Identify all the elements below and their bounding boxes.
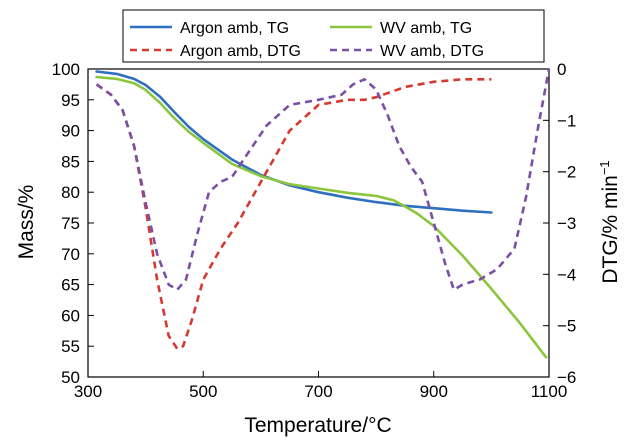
ticks: 300 500 700 900 1100100959085807570656055500… [52, 60, 577, 401]
y-right-tick-label: −5 [557, 317, 576, 336]
y-right-tick-label: −1 [557, 111, 576, 130]
y-right-axis-title: DTG/% min−1 [597, 160, 622, 283]
x-tick-label: 700 [304, 382, 332, 401]
x-tick-label: 300 [74, 382, 102, 401]
y-right-tick-label: 0 [557, 60, 566, 79]
legend-label: Argon amb, TG [180, 20, 289, 37]
y-left-tick-label: 60 [61, 306, 80, 325]
y-left-tick-label: 55 [61, 337, 80, 356]
y-left-tick-label: 75 [61, 214, 80, 233]
legend-label: WV amb, TG [380, 20, 472, 37]
axis-titles: Temperature/°C Mass/% DTG/% min−1 [15, 160, 622, 437]
plot-frame [87, 68, 550, 378]
legend: Argon amb, TG WV amb, TG Argon amb, DTG WV … [122, 9, 545, 63]
legend-label: WV amb, DTG [380, 43, 484, 60]
series-layer [95, 68, 551, 359]
series-line-4 [95, 68, 551, 292]
y-left-tick-label: 50 [61, 368, 80, 387]
y-right-tick-label: −6 [557, 368, 576, 387]
y-left-tick-label: 65 [61, 276, 80, 295]
y-left-tick-label: 90 [61, 122, 80, 141]
series-line-2 [95, 75, 548, 359]
y-left-tick-label: 80 [61, 183, 80, 202]
series-line-1 [95, 70, 493, 214]
x-tick-label: 1100 [531, 382, 568, 401]
y-right-axis-title-base: DTG/% min [599, 175, 622, 284]
y-left-tick-label: 95 [61, 91, 80, 110]
x-tick-label: 900 [420, 382, 448, 401]
y-left-tick-label: 85 [61, 152, 80, 171]
y-right-tick-label: −4 [557, 265, 576, 284]
x-tick-label: 500 [189, 382, 217, 401]
y-left-tick-label: 100 [52, 60, 80, 79]
y-right-tick-label: −2 [557, 163, 576, 182]
y-left-tick-label: 70 [61, 245, 80, 264]
series-line-3 [95, 78, 492, 351]
y-right-axis-title-superscript: −1 [597, 160, 612, 175]
plot-area [87, 68, 550, 378]
y-left-axis-title: Mass/% [15, 185, 38, 260]
x-axis-title: Temperature/°C [244, 414, 391, 437]
y-right-tick-label: −3 [557, 214, 576, 233]
legend-box [122, 9, 545, 63]
legend-label: Argon amb, DTG [180, 43, 301, 60]
